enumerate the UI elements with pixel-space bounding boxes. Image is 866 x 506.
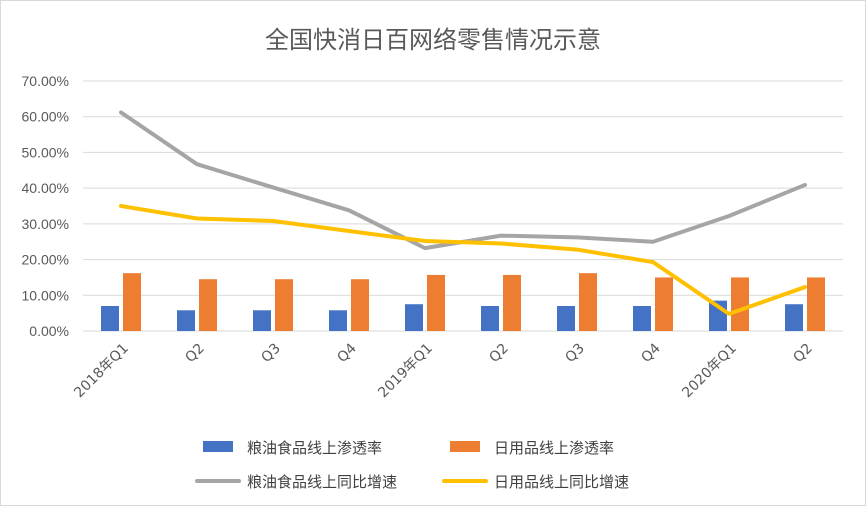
bar xyxy=(253,310,271,331)
bar xyxy=(405,304,423,331)
bar xyxy=(427,274,445,331)
chart-title: 全国快消日百网络零售情况示意 xyxy=(265,26,601,54)
x-tick-label: Q2 xyxy=(182,341,207,366)
y-tick-label: 70.00% xyxy=(22,73,69,89)
y-tick-label: 30.00% xyxy=(22,216,69,232)
gridlines xyxy=(83,80,843,332)
bar xyxy=(329,310,347,331)
bar xyxy=(275,279,293,331)
bar xyxy=(101,306,119,331)
legend-swatch xyxy=(203,441,233,452)
y-tick-label: 40.00% xyxy=(22,180,69,196)
legend-label: 粮油食品线上同比增速 xyxy=(247,473,397,491)
bar xyxy=(123,273,141,331)
y-tick-label: 60.00% xyxy=(22,109,69,125)
bar xyxy=(579,273,597,331)
x-tick-label: Q3 xyxy=(258,341,283,366)
series-line xyxy=(119,110,807,251)
lines xyxy=(119,110,807,316)
x-tick-label: Q4 xyxy=(638,340,663,365)
bar xyxy=(655,277,673,331)
bar xyxy=(199,279,217,331)
x-tick-label: Q2 xyxy=(486,341,511,366)
bar xyxy=(557,306,575,331)
legend-label: 日用品线上渗透率 xyxy=(494,439,614,457)
x-tick-label: Q2 xyxy=(790,341,815,366)
x-tick-label: 2019年Q1 xyxy=(375,341,436,402)
y-tick-label: 20.00% xyxy=(22,252,69,268)
x-tick-label: 2020年Q1 xyxy=(679,341,740,402)
x-tick-label: Q4 xyxy=(334,340,359,365)
bar xyxy=(351,279,369,331)
y-tick-label: 0.00% xyxy=(29,323,69,339)
legend-label: 日用品线上同比增速 xyxy=(494,473,629,491)
bars xyxy=(101,273,825,331)
series-line xyxy=(119,204,807,316)
bar xyxy=(731,277,749,331)
y-axis-ticks: 0.00% 10.00% 20.00% 30.00% 40.00% 50.00% 60.00… xyxy=(22,73,69,339)
x-tick-label: Q3 xyxy=(562,341,587,366)
x-tick-label: 2018年Q1 xyxy=(71,341,132,402)
x-axis-ticks: 2018年Q1 Q2 Q3 Q4 2019年Q1 Q2 Q3 Q4 2020年Q1 Q2 xyxy=(71,340,816,401)
legend-swatch xyxy=(450,441,480,452)
bar xyxy=(785,304,803,331)
y-tick-label: 10.00% xyxy=(22,287,69,303)
bar xyxy=(807,277,825,331)
bar xyxy=(503,274,521,331)
bar xyxy=(481,306,499,331)
bar xyxy=(177,310,195,331)
bar xyxy=(633,306,651,331)
legend-label: 粮油食品线上渗透率 xyxy=(247,439,382,457)
y-tick-label: 50.00% xyxy=(22,144,69,160)
